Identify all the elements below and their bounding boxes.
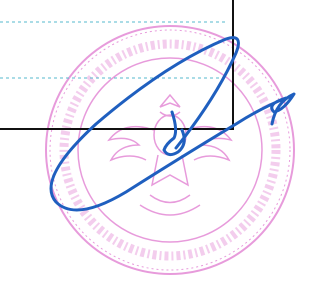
scan: [0, 0, 330, 307]
page: [0, 0, 330, 307]
